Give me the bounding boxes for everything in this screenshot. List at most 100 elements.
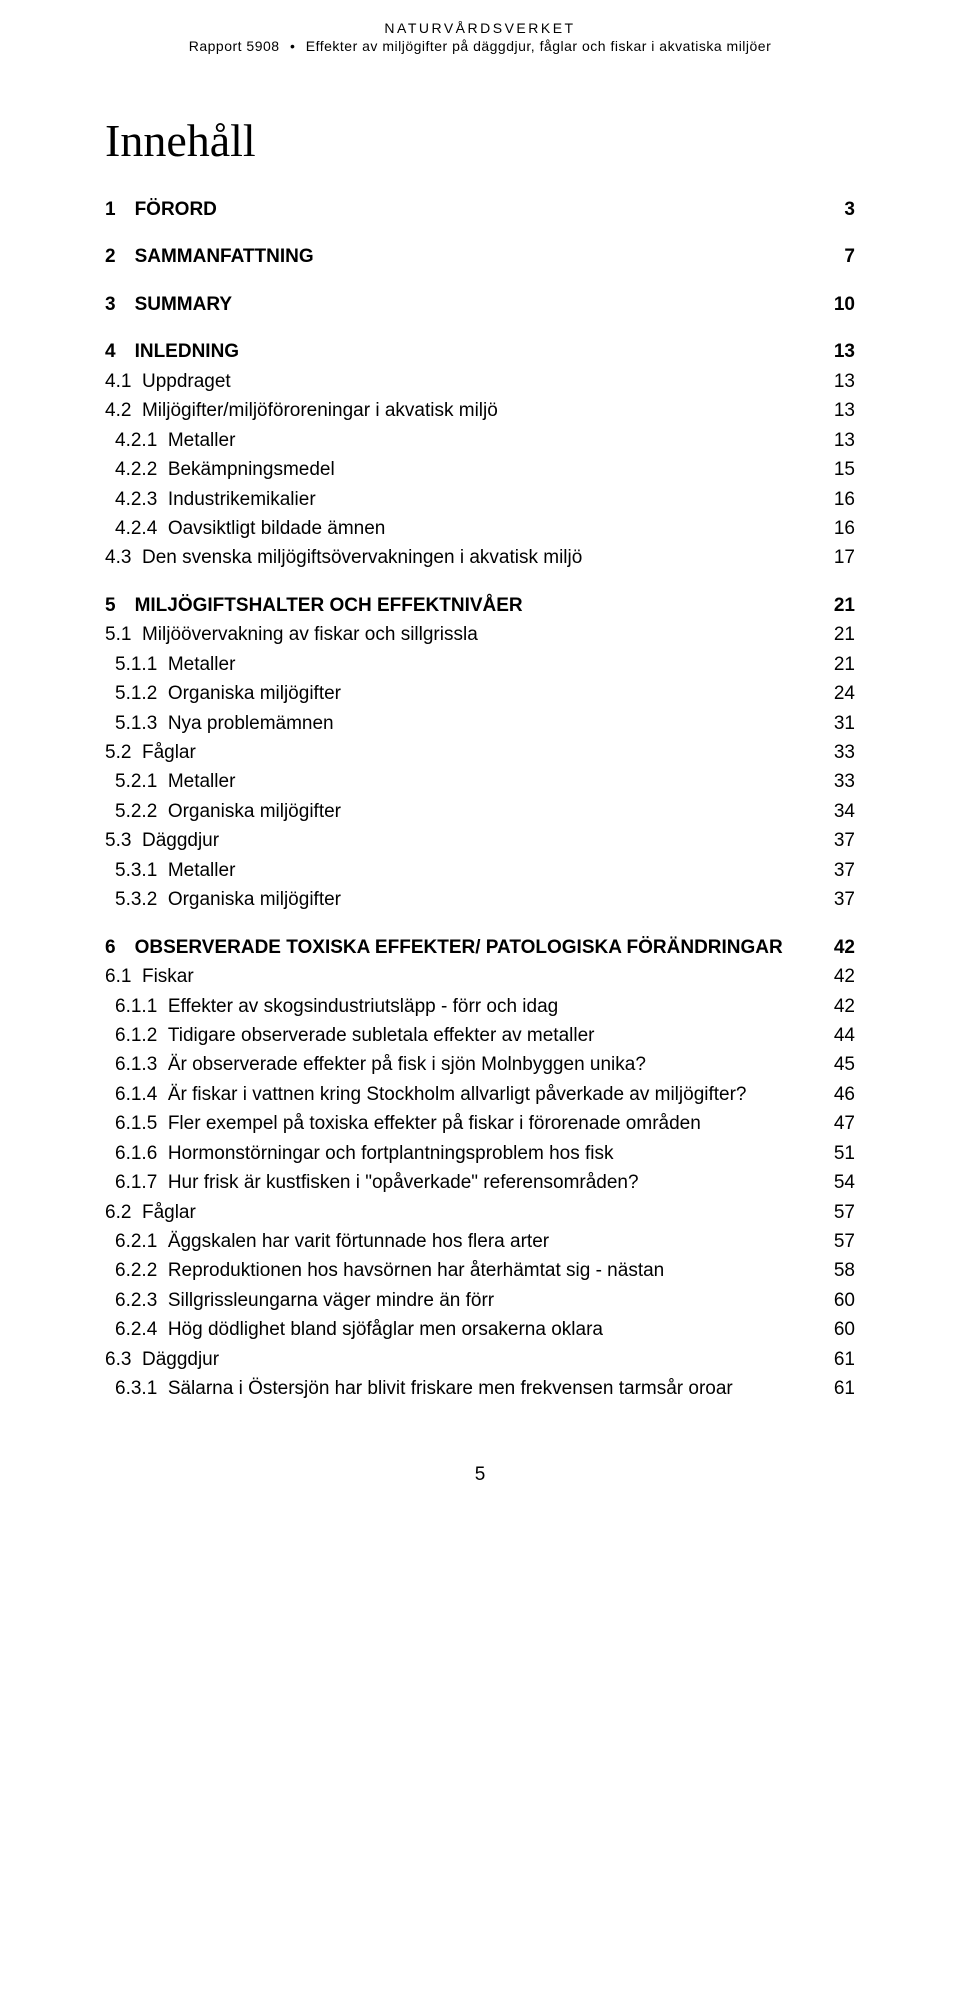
toc-entry-label: 5.2.2 Organiska miljögifter bbox=[105, 797, 822, 826]
toc-entry-page: 21 bbox=[834, 620, 855, 649]
toc-entry: 6.1.6 Hormonstörningar och fortplantning… bbox=[105, 1139, 855, 1168]
toc-entry-label: 6.1.4 Är fiskar i vattnen kring Stockhol… bbox=[105, 1080, 822, 1109]
toc-entry: 5.2 Fåglar 33 bbox=[105, 738, 855, 767]
toc-entry-page: 16 bbox=[834, 485, 855, 514]
toc-entry: 4.2.3 Industrikemikalier 16 bbox=[105, 485, 855, 514]
toc-entry-label: 4.1 Uppdraget bbox=[105, 367, 822, 396]
toc-entry: 6.2.3 Sillgrissleungarna väger mindre än… bbox=[105, 1286, 855, 1315]
toc-entry-label: 5.1 Miljöövervakning av fiskar och sillg… bbox=[105, 620, 822, 649]
toc-entry: 4.2.2 Bekämpningsmedel 15 bbox=[105, 455, 855, 484]
toc-entry-label: 4.2.4 Oavsiktligt bildade ämnen bbox=[105, 514, 822, 543]
toc-entry-label: 6.1.1 Effekter av skogsindustriutsläpp -… bbox=[105, 992, 822, 1021]
toc-entry-page: 61 bbox=[834, 1345, 855, 1374]
toc-entry: 6.2.1 Äggskalen har varit förtunnade hos… bbox=[105, 1227, 855, 1256]
report-title-line: Rapport 5908 • Effekter av miljögifter p… bbox=[105, 38, 855, 54]
bullet-separator: • bbox=[290, 38, 295, 54]
table-of-contents: 1 FÖRORD32 SAMMANFATTNING73 SUMMARY104 I… bbox=[105, 195, 855, 1404]
toc-entry-page: 13 bbox=[834, 367, 855, 396]
toc-entry-label: 1 FÖRORD bbox=[105, 195, 832, 224]
toc-entry-page: 58 bbox=[834, 1256, 855, 1285]
report-prefix: Rapport 5908 bbox=[189, 38, 280, 54]
toc-entry: 4 INLEDNING 13 bbox=[105, 337, 855, 366]
toc-entry-page: 13 bbox=[834, 426, 855, 455]
toc-entry-page: 7 bbox=[844, 242, 855, 271]
toc-entry: 6 OBSERVERADE TOXISKA EFFEKTER/ PATOLOGI… bbox=[105, 933, 855, 962]
toc-entry-page: 46 bbox=[834, 1080, 855, 1109]
toc-entry-label: 6.3 Däggdjur bbox=[105, 1345, 822, 1374]
toc-entry: 6.1.2 Tidigare observerade subletala eff… bbox=[105, 1021, 855, 1050]
toc-entry-page: 42 bbox=[834, 962, 855, 991]
toc-entry: 5.1.1 Metaller21 bbox=[105, 650, 855, 679]
toc-entry-label: 6.1.2 Tidigare observerade subletala eff… bbox=[105, 1021, 822, 1050]
toc-entry-label: 4.2.2 Bekämpningsmedel bbox=[105, 455, 822, 484]
toc-entry-page: 57 bbox=[834, 1227, 855, 1256]
toc-entry-page: 10 bbox=[834, 290, 855, 319]
agency-name: NATURVÅRDSVERKET bbox=[105, 20, 855, 36]
toc-entry-label: 6.1.6 Hormonstörningar och fortplantning… bbox=[105, 1139, 822, 1168]
toc-entry: 3 SUMMARY 10 bbox=[105, 290, 855, 319]
toc-entry-page: 21 bbox=[834, 650, 855, 679]
toc-entry-page: 51 bbox=[834, 1139, 855, 1168]
toc-entry-page: 33 bbox=[834, 767, 855, 796]
toc-entry-page: 15 bbox=[834, 455, 855, 484]
toc-entry-label: 6.2.3 Sillgrissleungarna väger mindre än… bbox=[105, 1286, 822, 1315]
toc-entry-label: 6.3.1 Sälarna i Östersjön har blivit fri… bbox=[105, 1374, 822, 1403]
toc-entry-page: 13 bbox=[834, 337, 855, 366]
toc-entry-page: 37 bbox=[834, 826, 855, 855]
toc-entry-label: 6.1.5 Fler exempel på toxiska effekter p… bbox=[105, 1109, 822, 1138]
page-number: 5 bbox=[105, 1464, 855, 1486]
toc-entry-label: 5.2 Fåglar bbox=[105, 738, 822, 767]
toc-entry-label: 6.1 Fiskar bbox=[105, 962, 822, 991]
toc-entry-page: 60 bbox=[834, 1315, 855, 1344]
toc-entry: 6.1 Fiskar 42 bbox=[105, 962, 855, 991]
toc-entry-page: 61 bbox=[834, 1374, 855, 1403]
toc-entry: 4.1 Uppdraget 13 bbox=[105, 367, 855, 396]
toc-entry: 6.1.1 Effekter av skogsindustriutsläpp -… bbox=[105, 992, 855, 1021]
toc-entry: 6.3.1 Sälarna i Östersjön har blivit fri… bbox=[105, 1374, 855, 1403]
toc-entry-label: 6.1.7 Hur frisk är kustfisken i "opåverk… bbox=[105, 1168, 822, 1197]
toc-entry: 5.1.2 Organiska miljögifter24 bbox=[105, 679, 855, 708]
toc-entry-page: 60 bbox=[834, 1286, 855, 1315]
toc-entry: 1 FÖRORD 3 bbox=[105, 195, 855, 224]
toc-entry-label: 5.3 Däggdjur bbox=[105, 826, 822, 855]
toc-entry-page: 34 bbox=[834, 797, 855, 826]
toc-entry: 5.2.2 Organiska miljögifter 34 bbox=[105, 797, 855, 826]
toc-entry-label: 5.1.3 Nya problemämnen bbox=[105, 709, 822, 738]
toc-entry-label: 6.2.4 Hög dödlighet bland sjöfåglar men … bbox=[105, 1315, 822, 1344]
toc-entry: 5.3.1 Metaller 37 bbox=[105, 856, 855, 885]
toc-entry: 6.1.5 Fler exempel på toxiska effekter p… bbox=[105, 1109, 855, 1138]
toc-entry-page: 47 bbox=[834, 1109, 855, 1138]
page-title: Innehåll bbox=[105, 114, 855, 167]
toc-entry-label: 6 OBSERVERADE TOXISKA EFFEKTER/ PATOLOGI… bbox=[105, 933, 822, 962]
toc-entry-page: 24 bbox=[834, 679, 855, 708]
toc-entry-page: 16 bbox=[834, 514, 855, 543]
toc-entry: 5.1.3 Nya problemämnen31 bbox=[105, 709, 855, 738]
toc-entry: 5.2.1 Metaller 33 bbox=[105, 767, 855, 796]
report-title: Effekter av miljögifter på däggdjur, fåg… bbox=[306, 38, 772, 54]
toc-entry: 6.2.4 Hög dödlighet bland sjöfåglar men … bbox=[105, 1315, 855, 1344]
toc-entry: 6.1.4 Är fiskar i vattnen kring Stockhol… bbox=[105, 1080, 855, 1109]
toc-entry-label: 5 MILJÖGIFTSHALTER OCH EFFEKTNIVÅER bbox=[105, 591, 822, 620]
page-header: NATURVÅRDSVERKET Rapport 5908 • Effekter… bbox=[105, 20, 855, 54]
toc-entry-label: 6.2 Fåglar bbox=[105, 1198, 822, 1227]
toc-entry-label: 4.2.1 Metaller bbox=[105, 426, 822, 455]
toc-entry-page: 37 bbox=[834, 885, 855, 914]
toc-entry-page: 37 bbox=[834, 856, 855, 885]
toc-entry-label: 5.2.1 Metaller bbox=[105, 767, 822, 796]
toc-entry: 6.1.7 Hur frisk är kustfisken i "opåverk… bbox=[105, 1168, 855, 1197]
toc-entry: 5.1 Miljöövervakning av fiskar och sillg… bbox=[105, 620, 855, 649]
toc-entry-page: 57 bbox=[834, 1198, 855, 1227]
toc-entry-page: 13 bbox=[834, 396, 855, 425]
toc-entry-page: 33 bbox=[834, 738, 855, 767]
toc-entry: 4.3 Den svenska miljögiftsövervakningen … bbox=[105, 543, 855, 572]
toc-entry-label: 4.2.3 Industrikemikalier bbox=[105, 485, 822, 514]
toc-entry-label: 5.3.1 Metaller bbox=[105, 856, 822, 885]
toc-entry-label: 4 INLEDNING bbox=[105, 337, 822, 366]
toc-entry-page: 3 bbox=[844, 195, 855, 224]
toc-entry-page: 44 bbox=[834, 1021, 855, 1050]
toc-entry-label: 6.2.1 Äggskalen har varit förtunnade hos… bbox=[105, 1227, 822, 1256]
toc-entry-label: 3 SUMMARY bbox=[105, 290, 822, 319]
toc-entry-page: 17 bbox=[834, 543, 855, 572]
toc-entry-page: 42 bbox=[834, 992, 855, 1021]
toc-entry: 5.3.2 Organiska miljögifter37 bbox=[105, 885, 855, 914]
